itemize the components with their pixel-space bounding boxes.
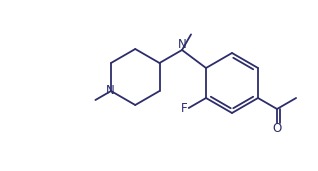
Text: N: N: [178, 38, 186, 51]
Text: F: F: [180, 102, 187, 115]
Text: N: N: [106, 84, 114, 97]
Text: O: O: [273, 122, 282, 135]
